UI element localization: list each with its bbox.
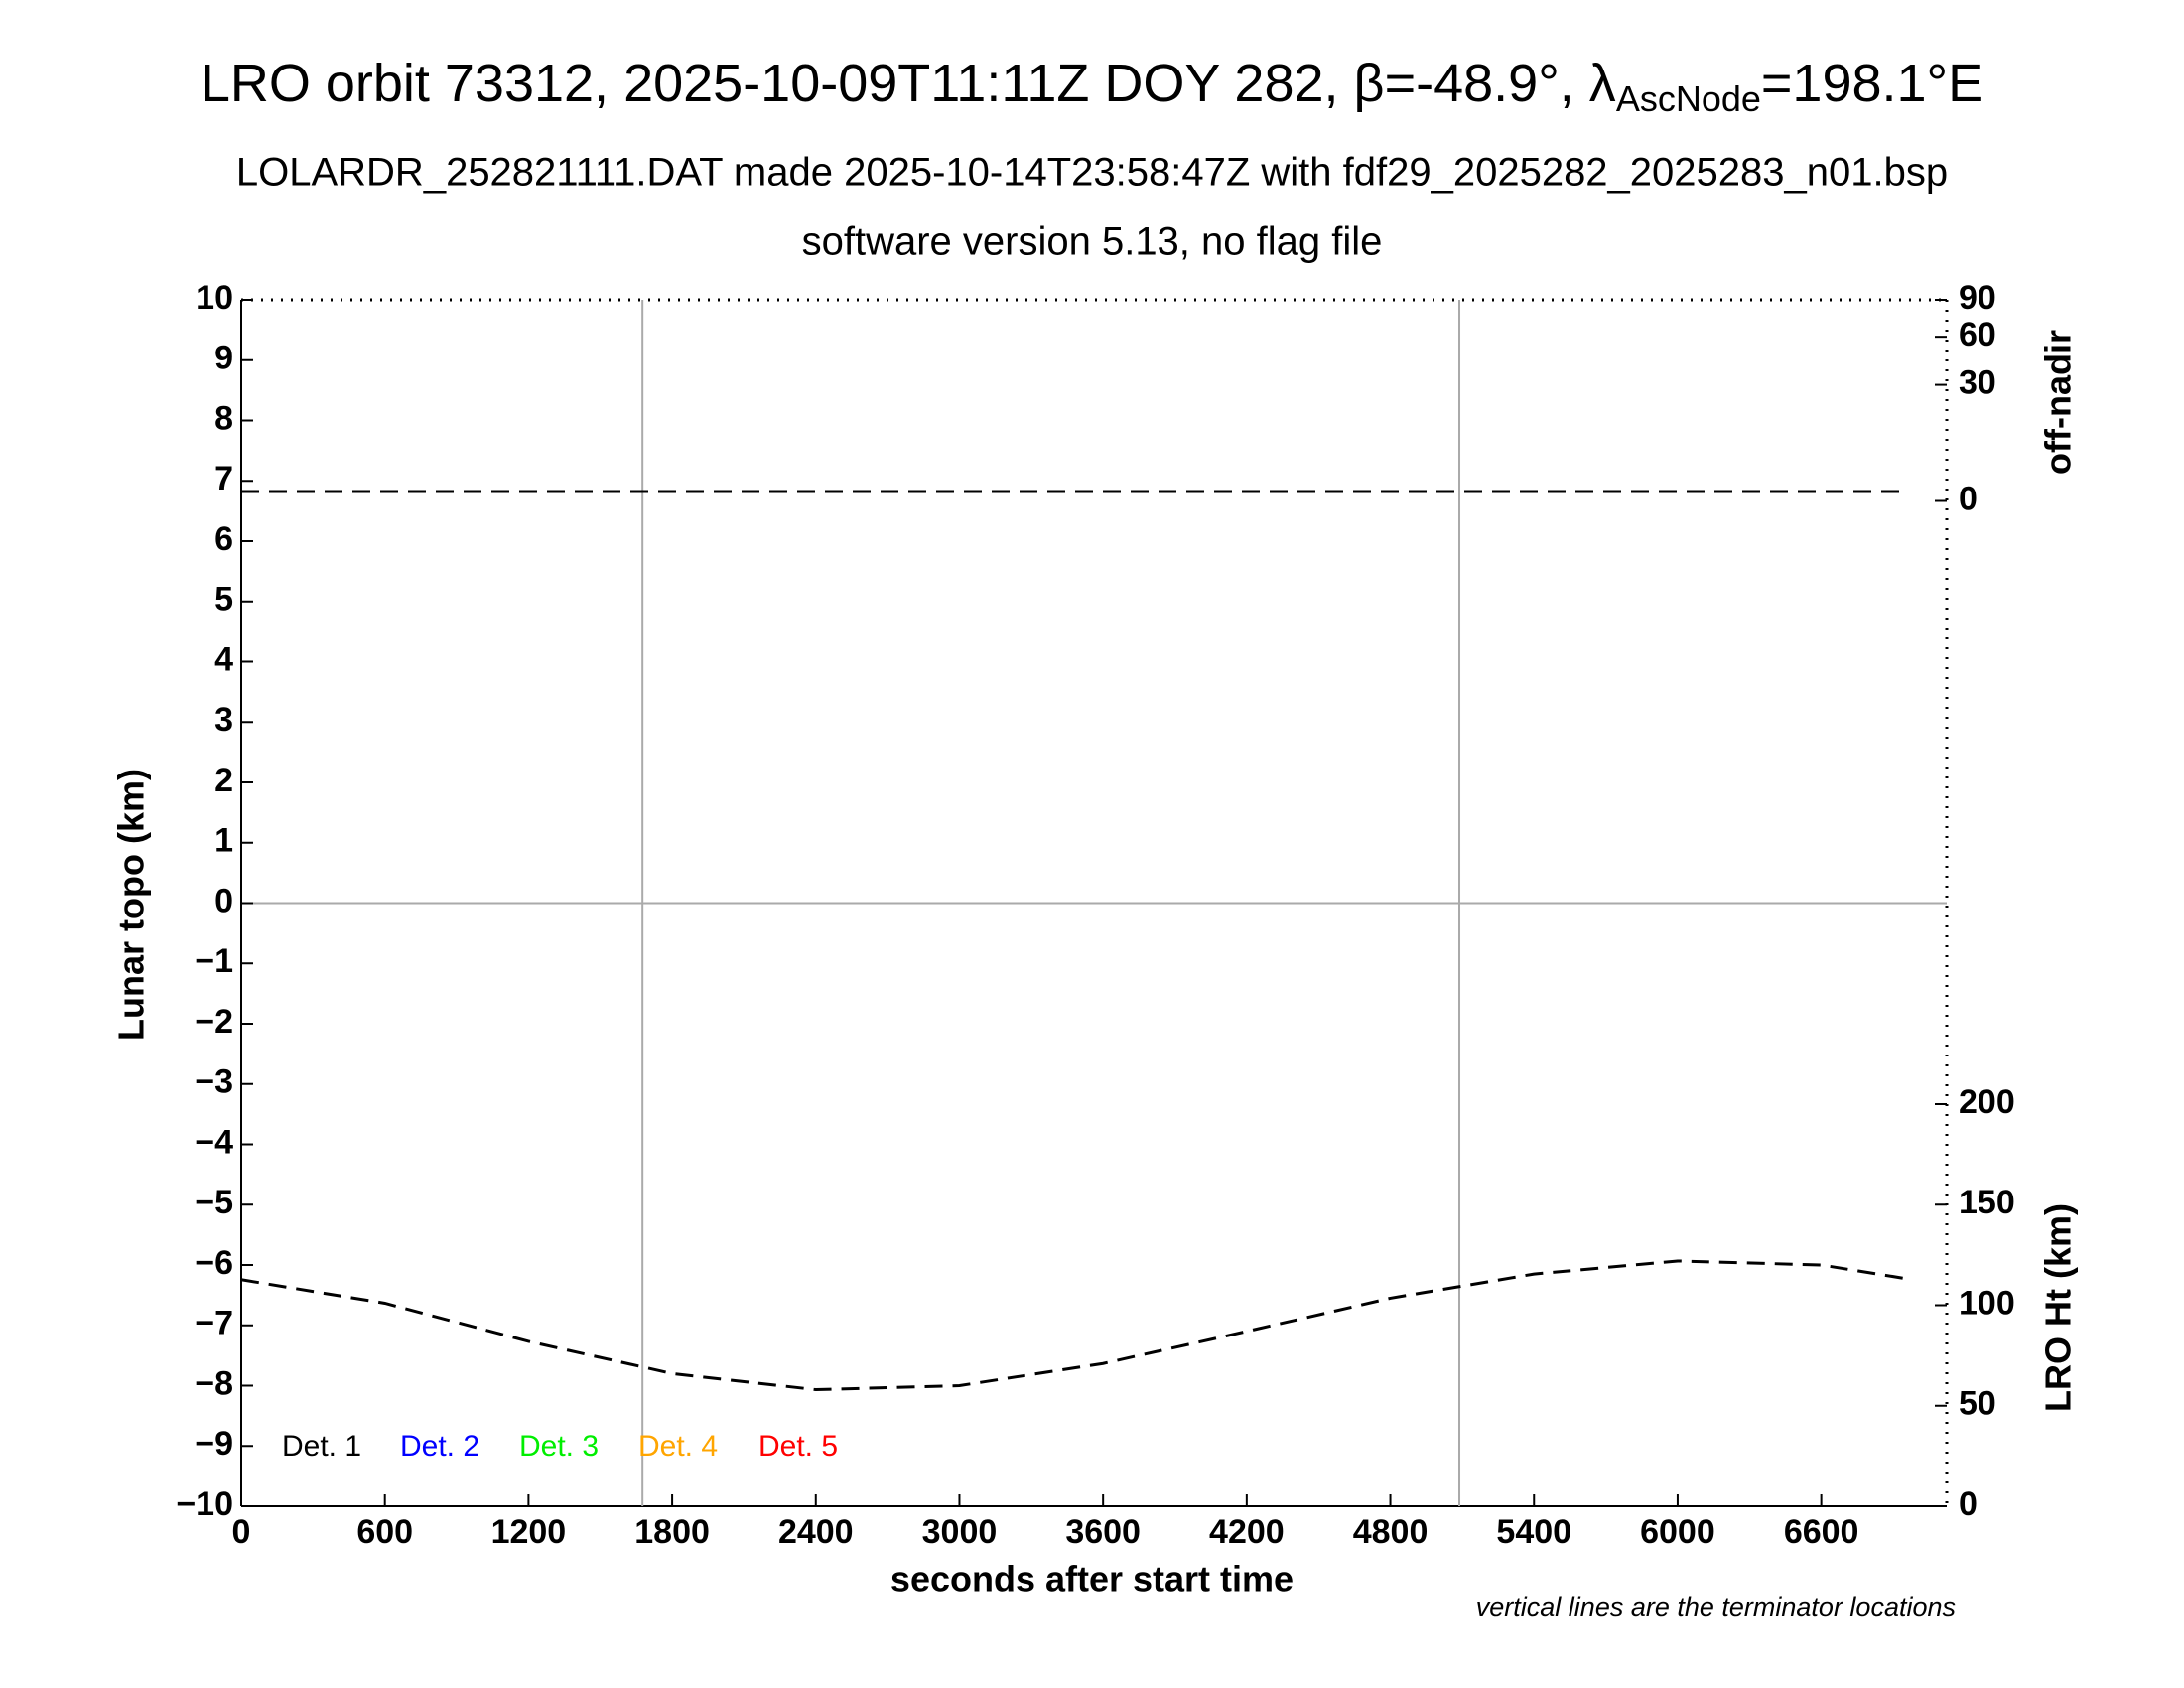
x-tick-label: 2400 [778, 1513, 854, 1551]
y-tick-label: 0 [214, 882, 233, 919]
title-sub: AscNode [1616, 78, 1761, 119]
x-tick-label: 0 [232, 1513, 251, 1551]
y-tick-label: 6 [214, 520, 233, 558]
y3-axis-label: off-nadir [2038, 330, 2079, 475]
y-tick-label: 3 [214, 701, 233, 739]
y-tick-label: 5 [214, 581, 233, 619]
y-tick-label: −1 [195, 942, 233, 980]
y-tick-label: −4 [195, 1123, 233, 1161]
subtitle: software version 5.13, no flag file [802, 220, 1383, 264]
y-tick-label: 10 [196, 279, 233, 317]
y-tick-label: 1 [214, 822, 233, 860]
y-tick-label: 8 [214, 399, 233, 437]
x-tick-label: 1800 [634, 1513, 710, 1551]
y-tick-label: 9 [214, 340, 233, 377]
y2-tick-label: 100 [1959, 1284, 2015, 1322]
y3-tick-label: 60 [1959, 316, 1996, 353]
x-tick-label: 6600 [1784, 1513, 1859, 1551]
subtitle: LOLARDR_252821111.DAT made 2025-10-14T23… [236, 151, 1948, 195]
y3-tick-label: 90 [1959, 279, 1996, 317]
x-tick-label: 1200 [491, 1513, 567, 1551]
y-tick-label: −10 [176, 1485, 233, 1523]
title-end: =198.1°E [1761, 54, 1983, 113]
y2-tick-label: 150 [1959, 1184, 2015, 1221]
legend-entry: Det. 4 [638, 1430, 718, 1463]
y-tick-label: −8 [195, 1364, 233, 1402]
y-tick-label: −7 [195, 1305, 233, 1342]
y2-tick-label: 200 [1959, 1083, 2015, 1121]
x-tick-label: 6000 [1640, 1513, 1715, 1551]
x-tick-label: 5400 [1496, 1513, 1571, 1551]
x-axis-label: seconds after start time [890, 1559, 1294, 1600]
y2-tick-label: 0 [1959, 1485, 1978, 1523]
x-tick-label: 4200 [1209, 1513, 1285, 1551]
y3-tick-label: 0 [1959, 480, 1978, 517]
legend-entry: Det. 5 [758, 1430, 838, 1463]
x-tick-label: 4800 [1353, 1513, 1429, 1551]
y-tick-label: −9 [195, 1425, 233, 1463]
title-main: LRO orbit 73312, 2025-10-09T11:11Z DOY 2… [201, 54, 1616, 113]
series-line [240, 1259, 1909, 1392]
x-tick-label: 3600 [1065, 1513, 1141, 1551]
y2-axis-label: LRO Ht (km) [2038, 1203, 2079, 1412]
legend-entry: Det. 2 [400, 1430, 479, 1463]
chart-title: LRO orbit 73312, 2025-10-09T11:11Z DOY 2… [201, 54, 1983, 118]
y2-tick-label: 50 [1959, 1385, 1996, 1423]
y-tick-label: −3 [195, 1063, 233, 1101]
y-tick-label: 7 [214, 460, 233, 497]
y-tick-label: −5 [195, 1184, 233, 1221]
legend-entry: Det. 1 [282, 1430, 361, 1463]
y-tick-label: 4 [214, 640, 233, 678]
note: vertical lines are the terminator locati… [1476, 1592, 1956, 1621]
y-tick-label: −2 [195, 1003, 233, 1041]
y-tick-label: −6 [195, 1244, 233, 1282]
x-tick-label: 600 [356, 1513, 413, 1551]
y3-tick-label: 30 [1959, 364, 1996, 402]
x-tick-label: 3000 [922, 1513, 998, 1551]
y-axis-label: Lunar topo (km) [111, 769, 152, 1041]
legend-entry: Det. 3 [519, 1430, 599, 1463]
y-tick-label: 2 [214, 762, 233, 799]
